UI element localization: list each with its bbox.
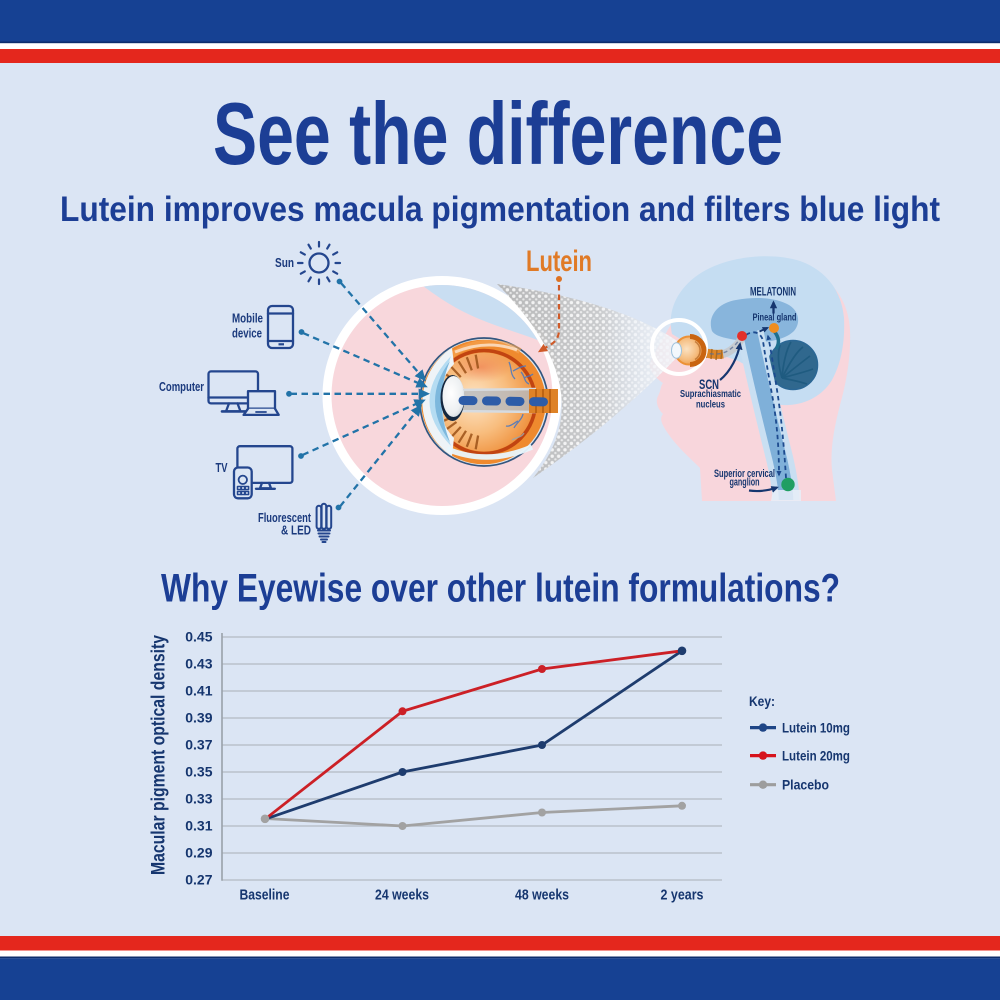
svg-text:Lutein: Lutein [526,245,592,278]
svg-text:Placebo: Placebo [782,777,829,793]
svg-text:Lutein 10mg: Lutein 10mg [782,720,850,736]
svg-text:TV: TV [216,460,228,475]
svg-text:Why Eyewise over other lutein: Why Eyewise over other lutein formulatio… [161,567,840,611]
svg-text:Sun: Sun [275,255,294,270]
svg-text:0.27: 0.27 [185,872,212,888]
svg-text:nucleus: nucleus [696,400,725,411]
svg-text:Mobile: Mobile [232,311,263,326]
svg-text:0.41: 0.41 [185,683,212,699]
svg-text:Lutein 20mg: Lutein 20mg [782,748,850,764]
svg-text:Fluorescent: Fluorescent [258,510,311,525]
svg-text:0.45: 0.45 [185,629,212,645]
svg-text:Pineal gland: Pineal gland [753,312,797,324]
svg-text:Suprachiasmatic: Suprachiasmatic [680,389,741,400]
svg-text:0.31: 0.31 [185,818,212,834]
svg-text:Macular pigment optical densit: Macular pigment optical density [149,635,170,875]
svg-text:SCN: SCN [699,377,719,392]
svg-text:2 years: 2 years [661,888,704,904]
svg-text:24 weeks: 24 weeks [375,888,429,904]
svg-text:0.33: 0.33 [185,791,212,807]
svg-text:0.39: 0.39 [185,710,212,726]
svg-text:0.43: 0.43 [185,656,212,672]
svg-text:See the difference: See the difference [213,84,783,183]
svg-text:Key:: Key: [749,694,775,709]
svg-text:device: device [232,326,262,341]
svg-text:ganglion: ganglion [730,477,760,489]
svg-text:Superior cervical: Superior cervical [714,468,775,480]
svg-text:0.37: 0.37 [185,737,212,753]
svg-text:Lutein improves macula pigment: Lutein improves macula pigmentation and … [60,190,940,229]
svg-text:0.29: 0.29 [185,845,212,861]
svg-text:& LED: & LED [281,523,311,538]
svg-text:48 weeks: 48 weeks [515,888,569,904]
svg-text:0.35: 0.35 [185,764,212,780]
svg-text:Baseline: Baseline [240,888,290,904]
svg-text:MELATONIN: MELATONIN [750,287,796,299]
svg-text:Computer: Computer [159,379,204,394]
